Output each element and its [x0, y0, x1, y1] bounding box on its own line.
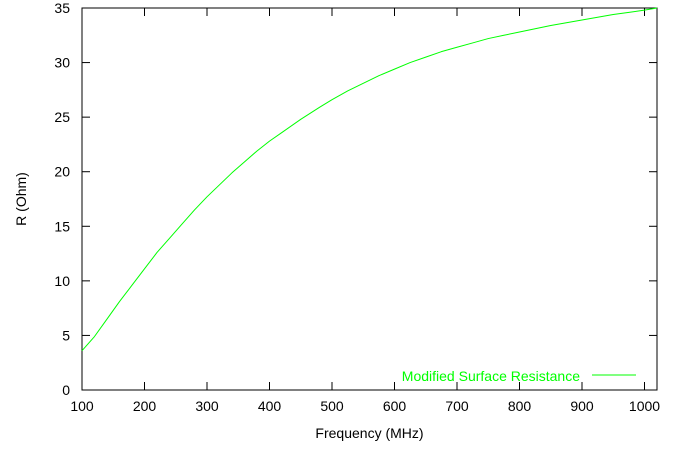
- y-tick-label: 35: [54, 0, 70, 16]
- series-line: [81, 7, 658, 352]
- x-tick-label: 300: [195, 398, 219, 414]
- legend-label: Modified Surface Resistance: [402, 368, 580, 384]
- y-tick-label: 5: [62, 327, 70, 343]
- x-tick-label: 500: [320, 398, 344, 414]
- y-tick-label: 20: [54, 164, 70, 180]
- x-tick-label: 200: [133, 398, 157, 414]
- x-tick-label: 600: [383, 398, 407, 414]
- x-axis-label: Frequency (MHz): [315, 425, 423, 441]
- legend: Modified Surface Resistance: [402, 368, 636, 384]
- y-tick-label: 30: [54, 55, 70, 71]
- x-tick-label: 100: [70, 398, 94, 414]
- x-tick-label: 800: [508, 398, 532, 414]
- x-tick-label: 400: [258, 398, 282, 414]
- y-tick-label: 10: [54, 273, 70, 289]
- ticks-layer: 100 200 300 400 500 600 700 800 900 1000 0 5 10 15 20 2…: [54, 0, 660, 414]
- y-tick-label: 15: [54, 218, 70, 234]
- plot-frame: [81, 7, 658, 391]
- y-tick-label: 25: [54, 109, 70, 125]
- x-tick-label: 900: [570, 398, 594, 414]
- series-layer: [81, 7, 658, 352]
- x-tick-label: 700: [445, 398, 469, 414]
- y-tick-label: 0: [62, 382, 70, 398]
- x-tick-label: 1000: [629, 398, 660, 414]
- y-axis-label: R (Ohm): [13, 172, 29, 226]
